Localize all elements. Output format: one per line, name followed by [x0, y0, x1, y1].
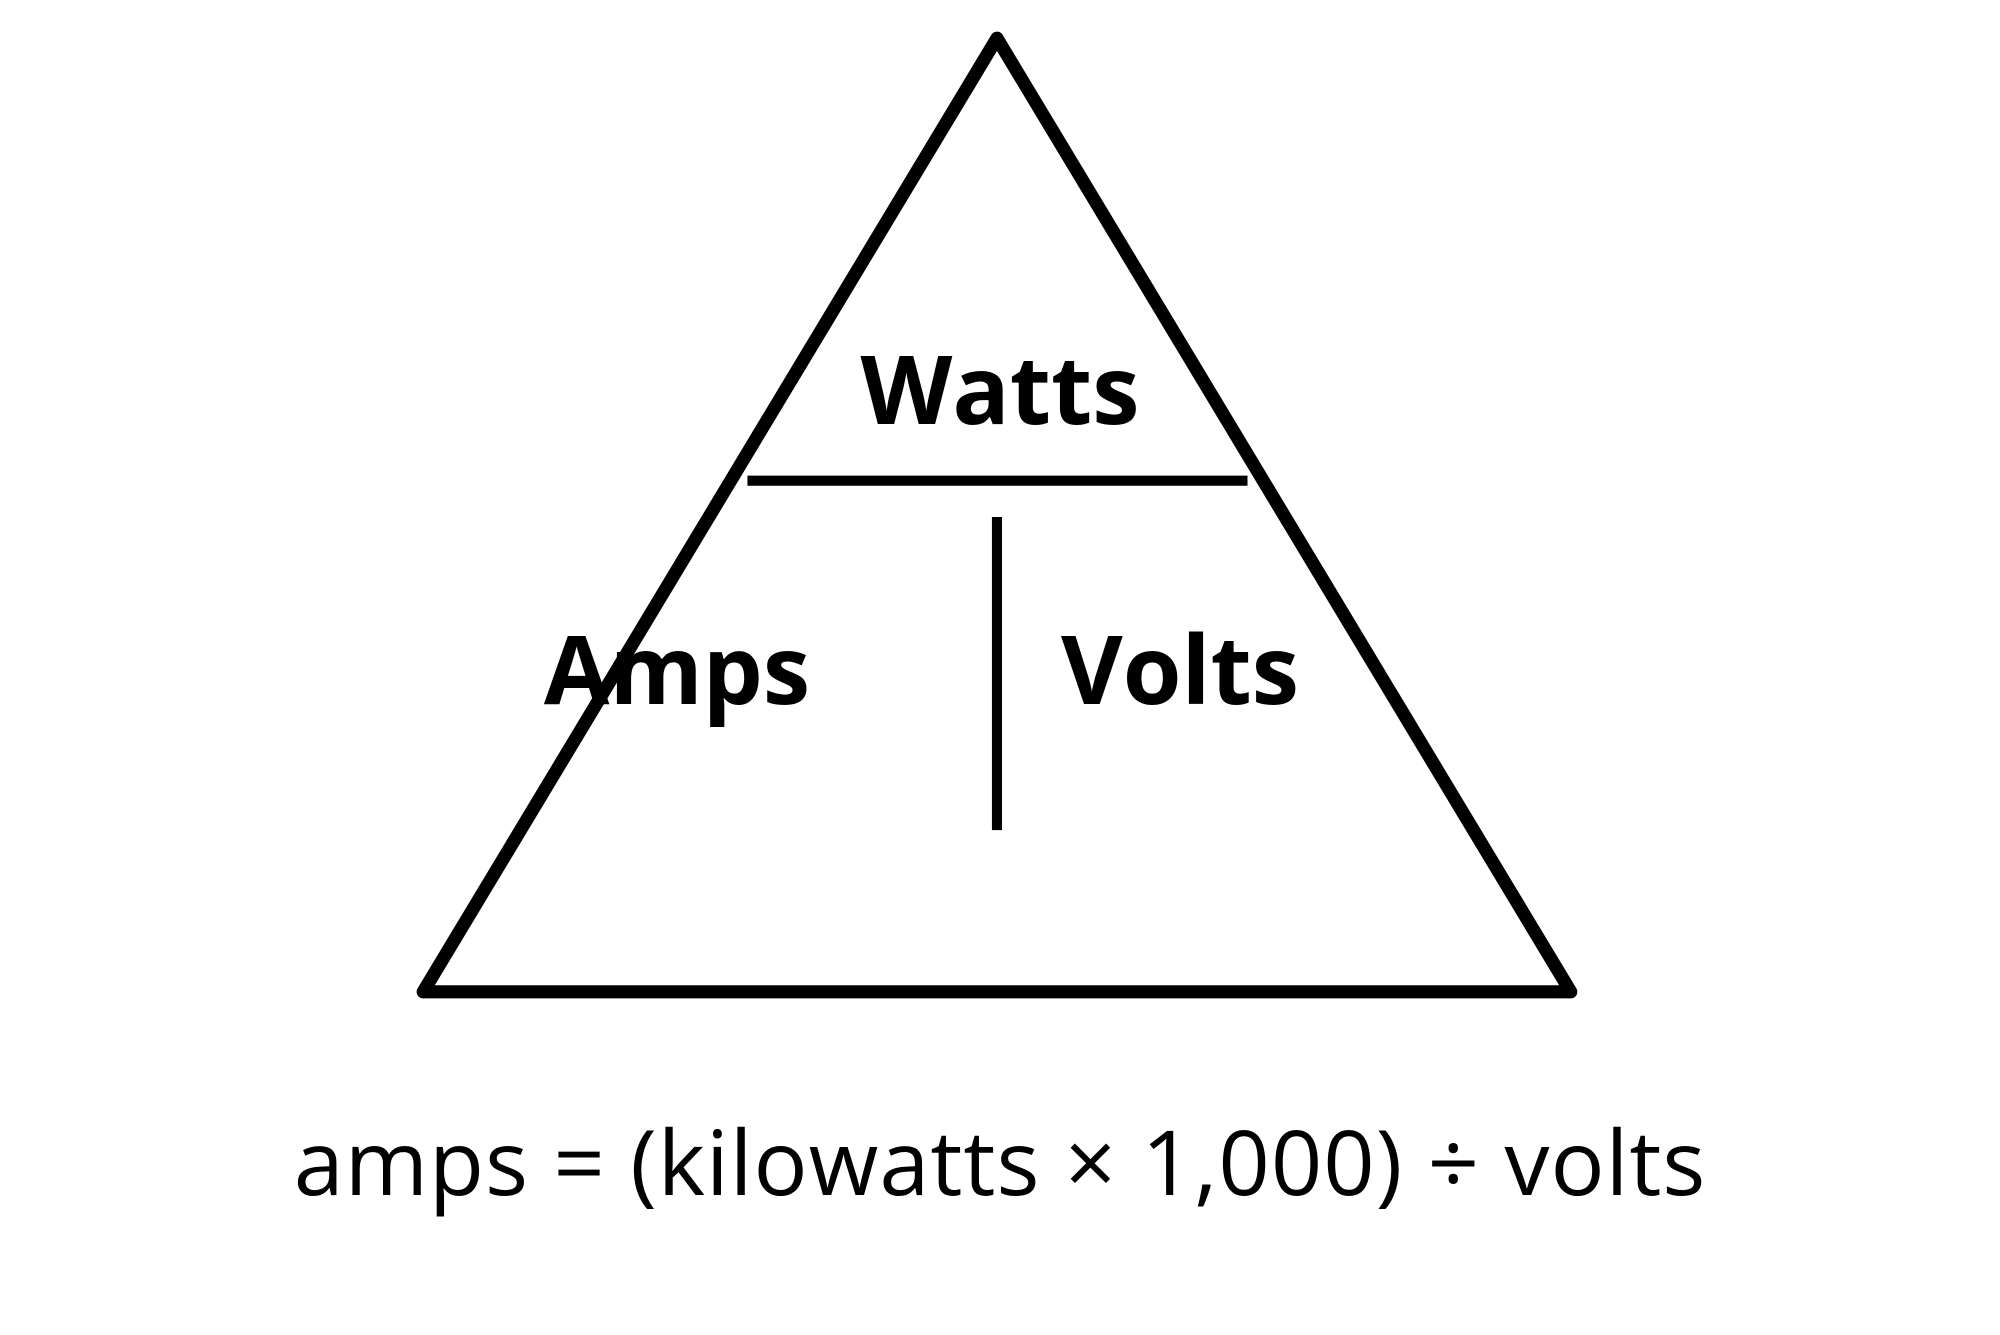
power-triangle-diagram: Watts Amps Volts — [375, 20, 1625, 1010]
triangle-svg — [375, 20, 1625, 1010]
label-watts: Watts — [861, 340, 1140, 435]
formula-text: amps = (kilowatts × 1,000) ÷ volts — [294, 1100, 1707, 1222]
triangle-outline — [423, 38, 1571, 992]
label-volts: Volts — [1061, 620, 1299, 715]
label-amps: Amps — [544, 620, 810, 715]
